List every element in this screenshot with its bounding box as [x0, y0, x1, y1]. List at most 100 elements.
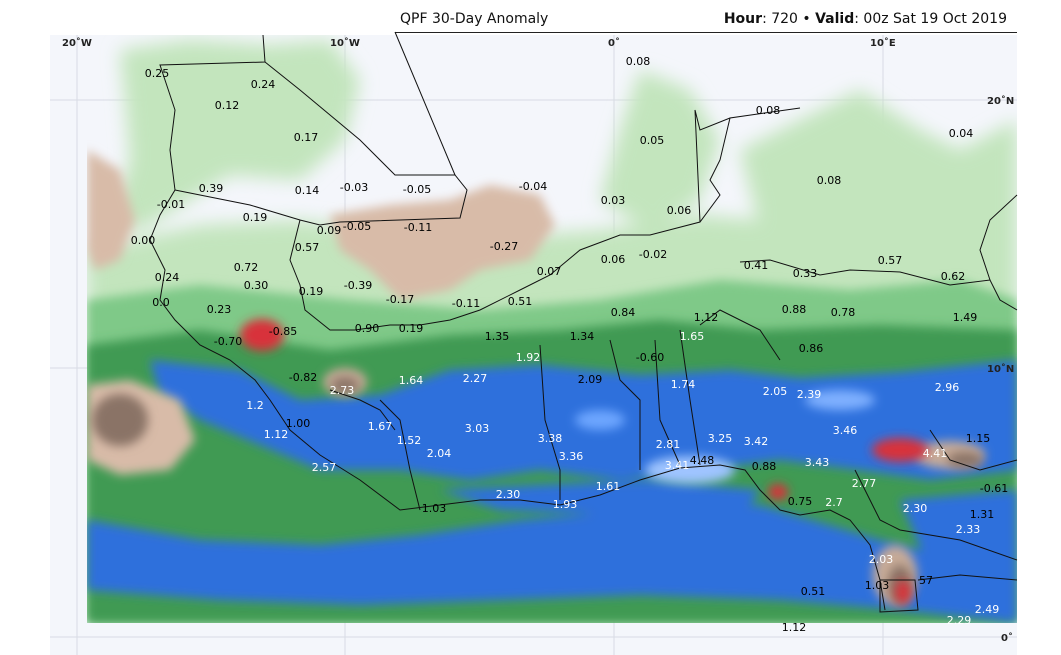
anomaly-value-label: 0.41 — [744, 259, 769, 272]
anomaly-value-label: 0.14 — [295, 184, 320, 197]
anomaly-value-label: 2.03 — [869, 553, 894, 566]
anomaly-value-label: 0.08 — [756, 104, 781, 117]
anomaly-value-label: 2.49 — [975, 603, 1000, 616]
hour-value: : 720 • — [762, 11, 816, 27]
anomaly-value-label: 1.00 — [286, 417, 311, 430]
anomaly-value-label: 1.49 — [953, 311, 978, 324]
valid-time: Hour: 720 • Valid: 00z Sat 19 Oct 2019 — [724, 11, 1007, 27]
anomaly-value-label: -0.61 — [980, 482, 1008, 495]
anomaly-value-label: 1.93 — [553, 498, 578, 511]
anomaly-value-label: 0.07 — [537, 265, 562, 278]
anomaly-value-label: 2.05 — [763, 385, 788, 398]
anomaly-value-label: -0.70 — [214, 335, 242, 348]
anomaly-value-label: 0.78 — [831, 306, 856, 319]
anomaly-value-label: 0.39 — [199, 182, 224, 195]
anomaly-values: 0.25 0.24 0.12 0.17 0.08 0.08 0.05 0.04 0.08 0.39… — [131, 55, 1008, 634]
anomaly-value-label: -0.05 — [343, 220, 371, 233]
lon-label-10e: 10˚E — [870, 37, 896, 49]
anomaly-value-label: 0.06 — [601, 253, 626, 266]
anomaly-value-label: 1.92 — [516, 351, 541, 364]
anomaly-value-label: 0.04 — [949, 127, 974, 140]
anomaly-value-label: 3.03 — [465, 422, 490, 435]
anomaly-value-label: -0.85 — [269, 325, 297, 338]
anomaly-value-label: 0.09 — [317, 224, 342, 237]
anomaly-value-label: 0.24 — [251, 78, 276, 91]
anomaly-value-label: 2.04 — [427, 447, 452, 460]
anomaly-value-label: 2.77 — [852, 477, 877, 490]
anomaly-value-label: -0.39 — [344, 279, 372, 292]
anomaly-value-label: 0.23 — [207, 303, 232, 316]
anomaly-value-label: 2.81 — [656, 438, 681, 451]
anomaly-value-label: 2.73 — [330, 384, 355, 397]
anomaly-value-label: -0.05 — [403, 183, 431, 196]
anomaly-value-label: 1.61 — [596, 480, 621, 493]
anomaly-value-label: 2.30 — [903, 502, 928, 515]
anomaly-value-label: 0.88 — [752, 460, 777, 473]
anomaly-value-label: 0.19 — [299, 285, 324, 298]
anomaly-value-label: 1.64 — [399, 374, 424, 387]
anomaly-value-label: 2.27 — [463, 372, 488, 385]
anomaly-value-label: 1.12 — [694, 311, 719, 324]
anomaly-value-label: 2.30 — [496, 488, 521, 501]
anomaly-value-label: -0.02 — [639, 248, 667, 261]
anomaly-value-label: 0.06 — [667, 204, 692, 217]
anomaly-value-label: 0.00 — [131, 234, 156, 247]
anomaly-value-label: 3.38 — [538, 432, 563, 445]
axis-labels: 20˚W 10˚W 0˚ 10˚E 20˚N 10˚N 0˚ — [62, 37, 1014, 644]
anomaly-value-label: 1.31 — [970, 508, 995, 521]
anomaly-value-label: -0.11 — [452, 297, 480, 310]
anomaly-value-label: 3.25 — [708, 432, 733, 445]
anomaly-value-label: 0.75 — [788, 495, 813, 508]
anomaly-value-label: 3.42 — [744, 435, 769, 448]
anomaly-value-label: 1.12 — [782, 621, 807, 634]
anomaly-value-label: 0.08 — [817, 174, 842, 187]
anomaly-value-label: 2.39 — [797, 388, 822, 401]
anomaly-fill — [87, 40, 1017, 623]
anomaly-value-label: 0.72 — [234, 261, 259, 274]
anomaly-value-label: 0.25 — [145, 67, 170, 80]
map-title: QPF 30-Day Anomaly — [400, 11, 549, 27]
anomaly-value-label: 2.33 — [956, 523, 981, 536]
valid-label: Valid — [815, 11, 855, 27]
anomaly-value-label: 4.41 — [923, 447, 948, 460]
anomaly-value-label: 1.03 — [865, 579, 890, 592]
anomaly-value-label: 0.62 — [941, 270, 966, 283]
anomaly-value-label: 2.29 — [947, 614, 972, 627]
anomaly-value-label: 57 — [919, 574, 933, 587]
anomaly-value-label: 3.43 — [805, 456, 830, 469]
anomaly-value-label: 1.34 — [570, 330, 595, 343]
anomaly-value-label: 3.46 — [833, 424, 858, 437]
anomaly-value-label: 1.52 — [397, 434, 422, 447]
anomaly-value-label: 0.30 — [244, 279, 269, 292]
anomaly-value-label: 1.12 — [264, 428, 289, 441]
anomaly-value-label: 2.96 — [935, 381, 960, 394]
anomaly-value-label: 1.03 — [422, 502, 447, 515]
lon-label-20w: 20˚W — [62, 37, 92, 49]
anomaly-value-label: 0.0 — [152, 296, 170, 309]
anomaly-value-label: 0.57 — [295, 241, 320, 254]
hour-label: Hour — [723, 11, 763, 27]
anomaly-value-label: 1.35 — [485, 330, 510, 343]
lon-label-10w: 10˚W — [330, 37, 360, 49]
valid-value: : 00z Sat 19 Oct 2019 — [854, 11, 1007, 27]
map-header: QPF 30-Day Anomaly Hour: 720 • Valid: 00… — [395, 8, 1017, 33]
anomaly-value-label: -0.11 — [404, 221, 432, 234]
anomaly-value-label: -0.60 — [636, 351, 664, 364]
anomaly-value-label: 0.19 — [399, 322, 424, 335]
anomaly-value-label: 1.74 — [671, 378, 696, 391]
anomaly-value-label: 4.48 — [690, 454, 715, 467]
anomaly-value-label: 0.19 — [243, 211, 268, 224]
anomaly-value-label: 1.65 — [680, 330, 705, 343]
anomaly-value-label: 0.17 — [294, 131, 319, 144]
anomaly-value-label: 0.12 — [215, 99, 240, 112]
anomaly-value-label: 0.05 — [640, 134, 665, 147]
anomaly-value-label: 2.09 — [578, 373, 603, 386]
anomaly-value-label: 0.24 — [155, 271, 180, 284]
lon-label-0: 0˚ — [608, 37, 620, 49]
anomaly-value-label: -0.27 — [490, 240, 518, 253]
anomaly-value-label: 0.51 — [508, 295, 533, 308]
anomaly-value-label: 0.08 — [626, 55, 651, 68]
anomaly-value-label: 0.03 — [601, 194, 626, 207]
anomaly-value-label: 2.7 — [825, 496, 843, 509]
